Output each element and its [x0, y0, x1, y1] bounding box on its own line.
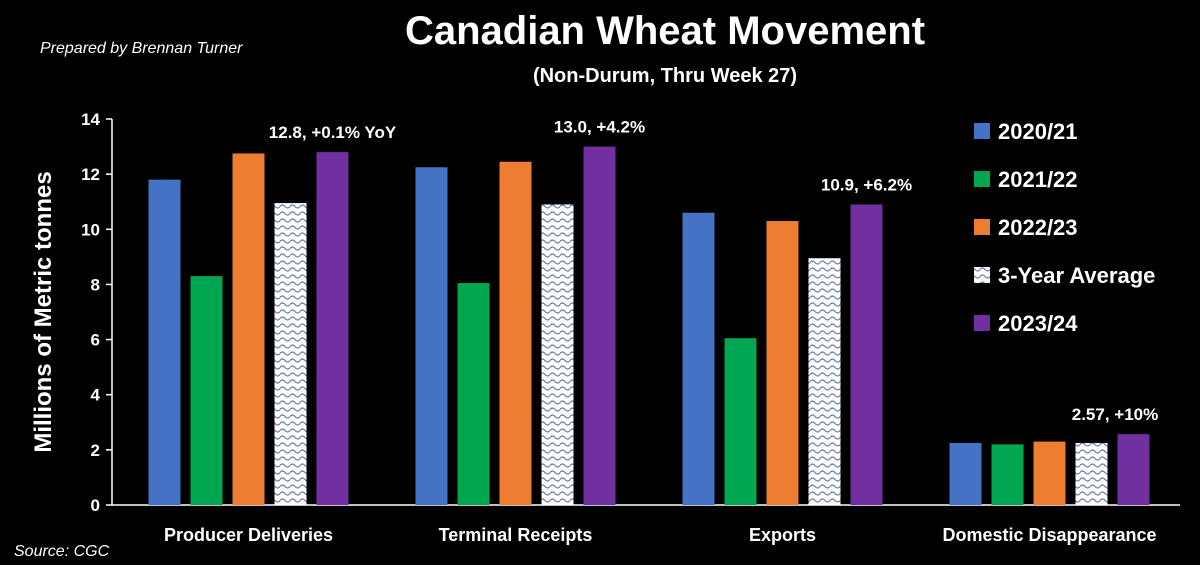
legend-label-2020-21: 2020/21 [998, 119, 1078, 144]
bar-domestic-disappearance-2022-23 [1033, 441, 1066, 505]
y-tick-label: 6 [91, 331, 100, 350]
y-ticks: 0 2 4 6 8 10 12 14 [81, 110, 112, 515]
legend-swatch-2022-23 [974, 219, 990, 235]
legend-swatch-3-year-average [974, 267, 990, 283]
bar-domestic-disappearance-2020-21 [949, 442, 982, 505]
bar-terminal-receipts-3-year-average [541, 204, 574, 505]
legend-label-2021-22: 2021/22 [998, 167, 1078, 192]
legend: 2020/21 2021/22 2022/23 3-Year Average 2023/… [974, 119, 1155, 336]
legend-swatch-2021-22 [974, 171, 990, 187]
x-tick-label-domestic-disappearance: Domestic Disappearance [942, 525, 1156, 545]
credit-text: Prepared by Brennan Turner [40, 40, 243, 57]
legend-label-2023-24: 2023/24 [998, 311, 1078, 336]
bar-exports-2021-22 [724, 338, 757, 505]
y-tick-label: 10 [81, 220, 100, 239]
annotation-domestic-disappearance: 2.57, +10% [1072, 405, 1159, 424]
x-tick-label-terminal-receipts: Terminal Receipts [439, 525, 593, 545]
bar-exports-2022-23 [766, 221, 799, 505]
y-tick-label: 12 [81, 165, 100, 184]
legend-swatch-2020-21 [974, 123, 990, 139]
chart-subtitle: (Non-Durum, Thru Week 27) [533, 65, 797, 87]
y-axis-label: Millions of Metric tonnes [30, 171, 57, 452]
annotations: 12.8, +0.1% YoY 13.0, +4.2% 10.9, +6.2% 2.5… [269, 118, 1158, 425]
bars [148, 146, 1150, 506]
bar-exports-3-year-average [808, 258, 841, 505]
category-labels: Producer Deliveries Terminal Receipts Expo… [164, 525, 1157, 545]
bar-domestic-disappearance-2021-22 [991, 444, 1024, 505]
bar-exports-2020-21 [682, 212, 715, 505]
bar-exports-2023-24 [850, 204, 883, 505]
bar-terminal-receipts-2020-21 [415, 167, 448, 505]
source-text: Source: CGC [14, 543, 110, 560]
x-tick-label-exports: Exports [749, 525, 816, 545]
annotation-terminal-receipts: 13.0, +4.2% [554, 118, 645, 137]
bar-producer-deliveries-2021-22 [190, 276, 223, 505]
bar-terminal-receipts-2021-22 [457, 283, 490, 505]
y-tick-label: 14 [81, 110, 100, 129]
bar-producer-deliveries-2022-23 [232, 153, 265, 505]
bar-producer-deliveries-2023-24 [316, 152, 349, 506]
legend-swatch-2023-24 [974, 315, 990, 331]
y-tick-label: 2 [91, 441, 100, 460]
legend-label-3-year-average: 3-Year Average [998, 263, 1155, 288]
x-tick-label-producer-deliveries: Producer Deliveries [164, 525, 333, 545]
annotation-producer-deliveries: 12.8, +0.1% YoY [269, 123, 397, 142]
bar-producer-deliveries-3-year-average [274, 203, 307, 506]
y-tick-label: 0 [91, 496, 100, 515]
bar-domestic-disappearance-3-year-average [1075, 442, 1108, 505]
annotation-exports: 10.9, +6.2% [821, 175, 912, 194]
bar-terminal-receipts-2022-23 [499, 161, 532, 505]
chart-title: Canadian Wheat Movement [405, 9, 925, 53]
bar-terminal-receipts-2023-24 [583, 146, 616, 506]
bar-domestic-disappearance-2023-24 [1117, 434, 1150, 505]
bar-producer-deliveries-2020-21 [148, 179, 181, 505]
y-tick-label: 8 [91, 275, 100, 294]
legend-label-2022-23: 2022/23 [998, 215, 1078, 240]
y-tick-label: 4 [91, 386, 101, 405]
